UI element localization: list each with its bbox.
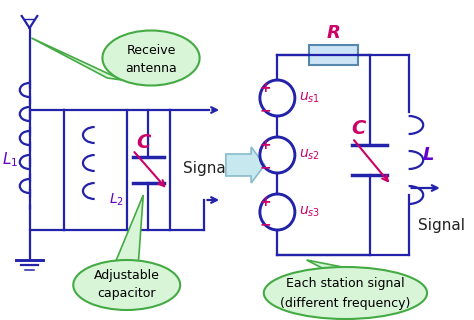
Text: $L_1$: $L_1$ (2, 151, 18, 169)
Polygon shape (115, 195, 143, 263)
Ellipse shape (264, 267, 427, 319)
Text: +: + (260, 138, 272, 152)
Text: $u_{s2}$: $u_{s2}$ (299, 148, 320, 162)
Text: Each station signal: Each station signal (286, 276, 405, 290)
Ellipse shape (73, 260, 180, 310)
Text: −: − (260, 217, 272, 231)
Ellipse shape (102, 30, 200, 85)
Text: $u_{s3}$: $u_{s3}$ (299, 205, 320, 219)
Text: +: + (260, 195, 272, 209)
Text: L: L (422, 146, 434, 164)
Text: −: − (260, 160, 272, 174)
Text: +: + (260, 81, 272, 95)
Text: Signal: Signal (419, 218, 465, 233)
Text: Adjustable: Adjustable (94, 269, 160, 283)
Text: $u_{s1}$: $u_{s1}$ (299, 91, 320, 105)
Text: C: C (351, 118, 365, 138)
Text: C: C (136, 132, 150, 151)
Text: Receive: Receive (127, 44, 176, 57)
Polygon shape (31, 38, 122, 80)
Text: Signal: Signal (183, 161, 230, 175)
Text: $L_2$: $L_2$ (109, 192, 124, 208)
Text: R: R (327, 24, 341, 42)
Text: −: − (260, 103, 272, 117)
Text: antenna: antenna (125, 61, 177, 75)
Text: capacitor: capacitor (98, 287, 156, 300)
Polygon shape (307, 260, 363, 271)
FancyBboxPatch shape (310, 45, 358, 65)
Text: (different frequency): (different frequency) (280, 297, 410, 309)
FancyArrow shape (226, 147, 265, 183)
